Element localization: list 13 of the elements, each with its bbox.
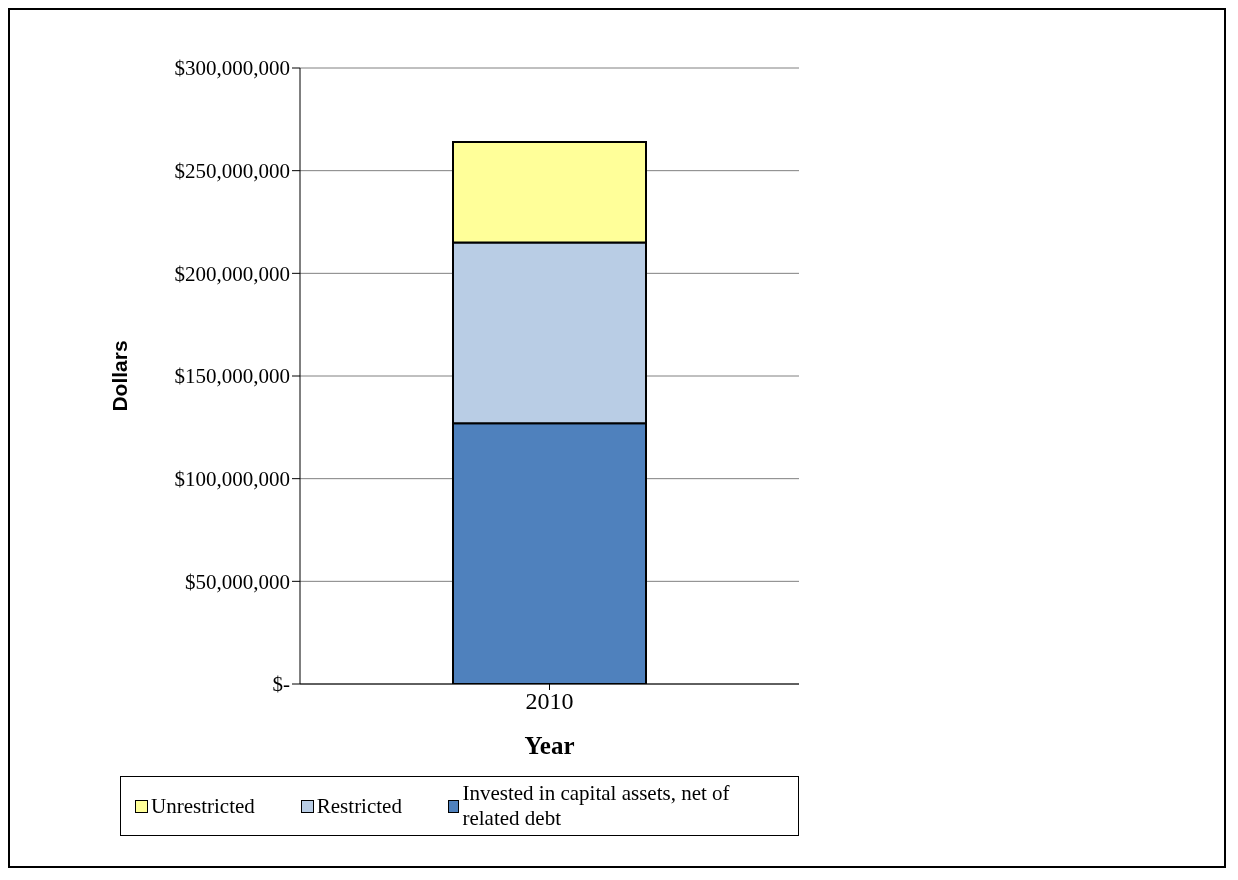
y-axis-title: Dollars (108, 340, 132, 412)
x-axis-title: Year (524, 732, 575, 759)
legend-label: Restricted (315, 792, 402, 820)
legend-label: Invested in capital assets, net of related debt (461, 781, 731, 831)
y-tick-label: $- (272, 672, 290, 697)
y-tick-label: $200,000,000 (174, 261, 290, 286)
y-tick-label: $300,000,000 (174, 56, 290, 81)
x-tick-label: 2010 (525, 688, 574, 715)
y-tick-label: $50,000,000 (185, 569, 290, 594)
legend-label: Unrestricted (150, 792, 255, 820)
y-tick-label: $100,000,000 (174, 467, 290, 492)
y-tick-label: $250,000,000 (174, 159, 290, 184)
y-tick-label: $150,000,000 (174, 364, 290, 389)
